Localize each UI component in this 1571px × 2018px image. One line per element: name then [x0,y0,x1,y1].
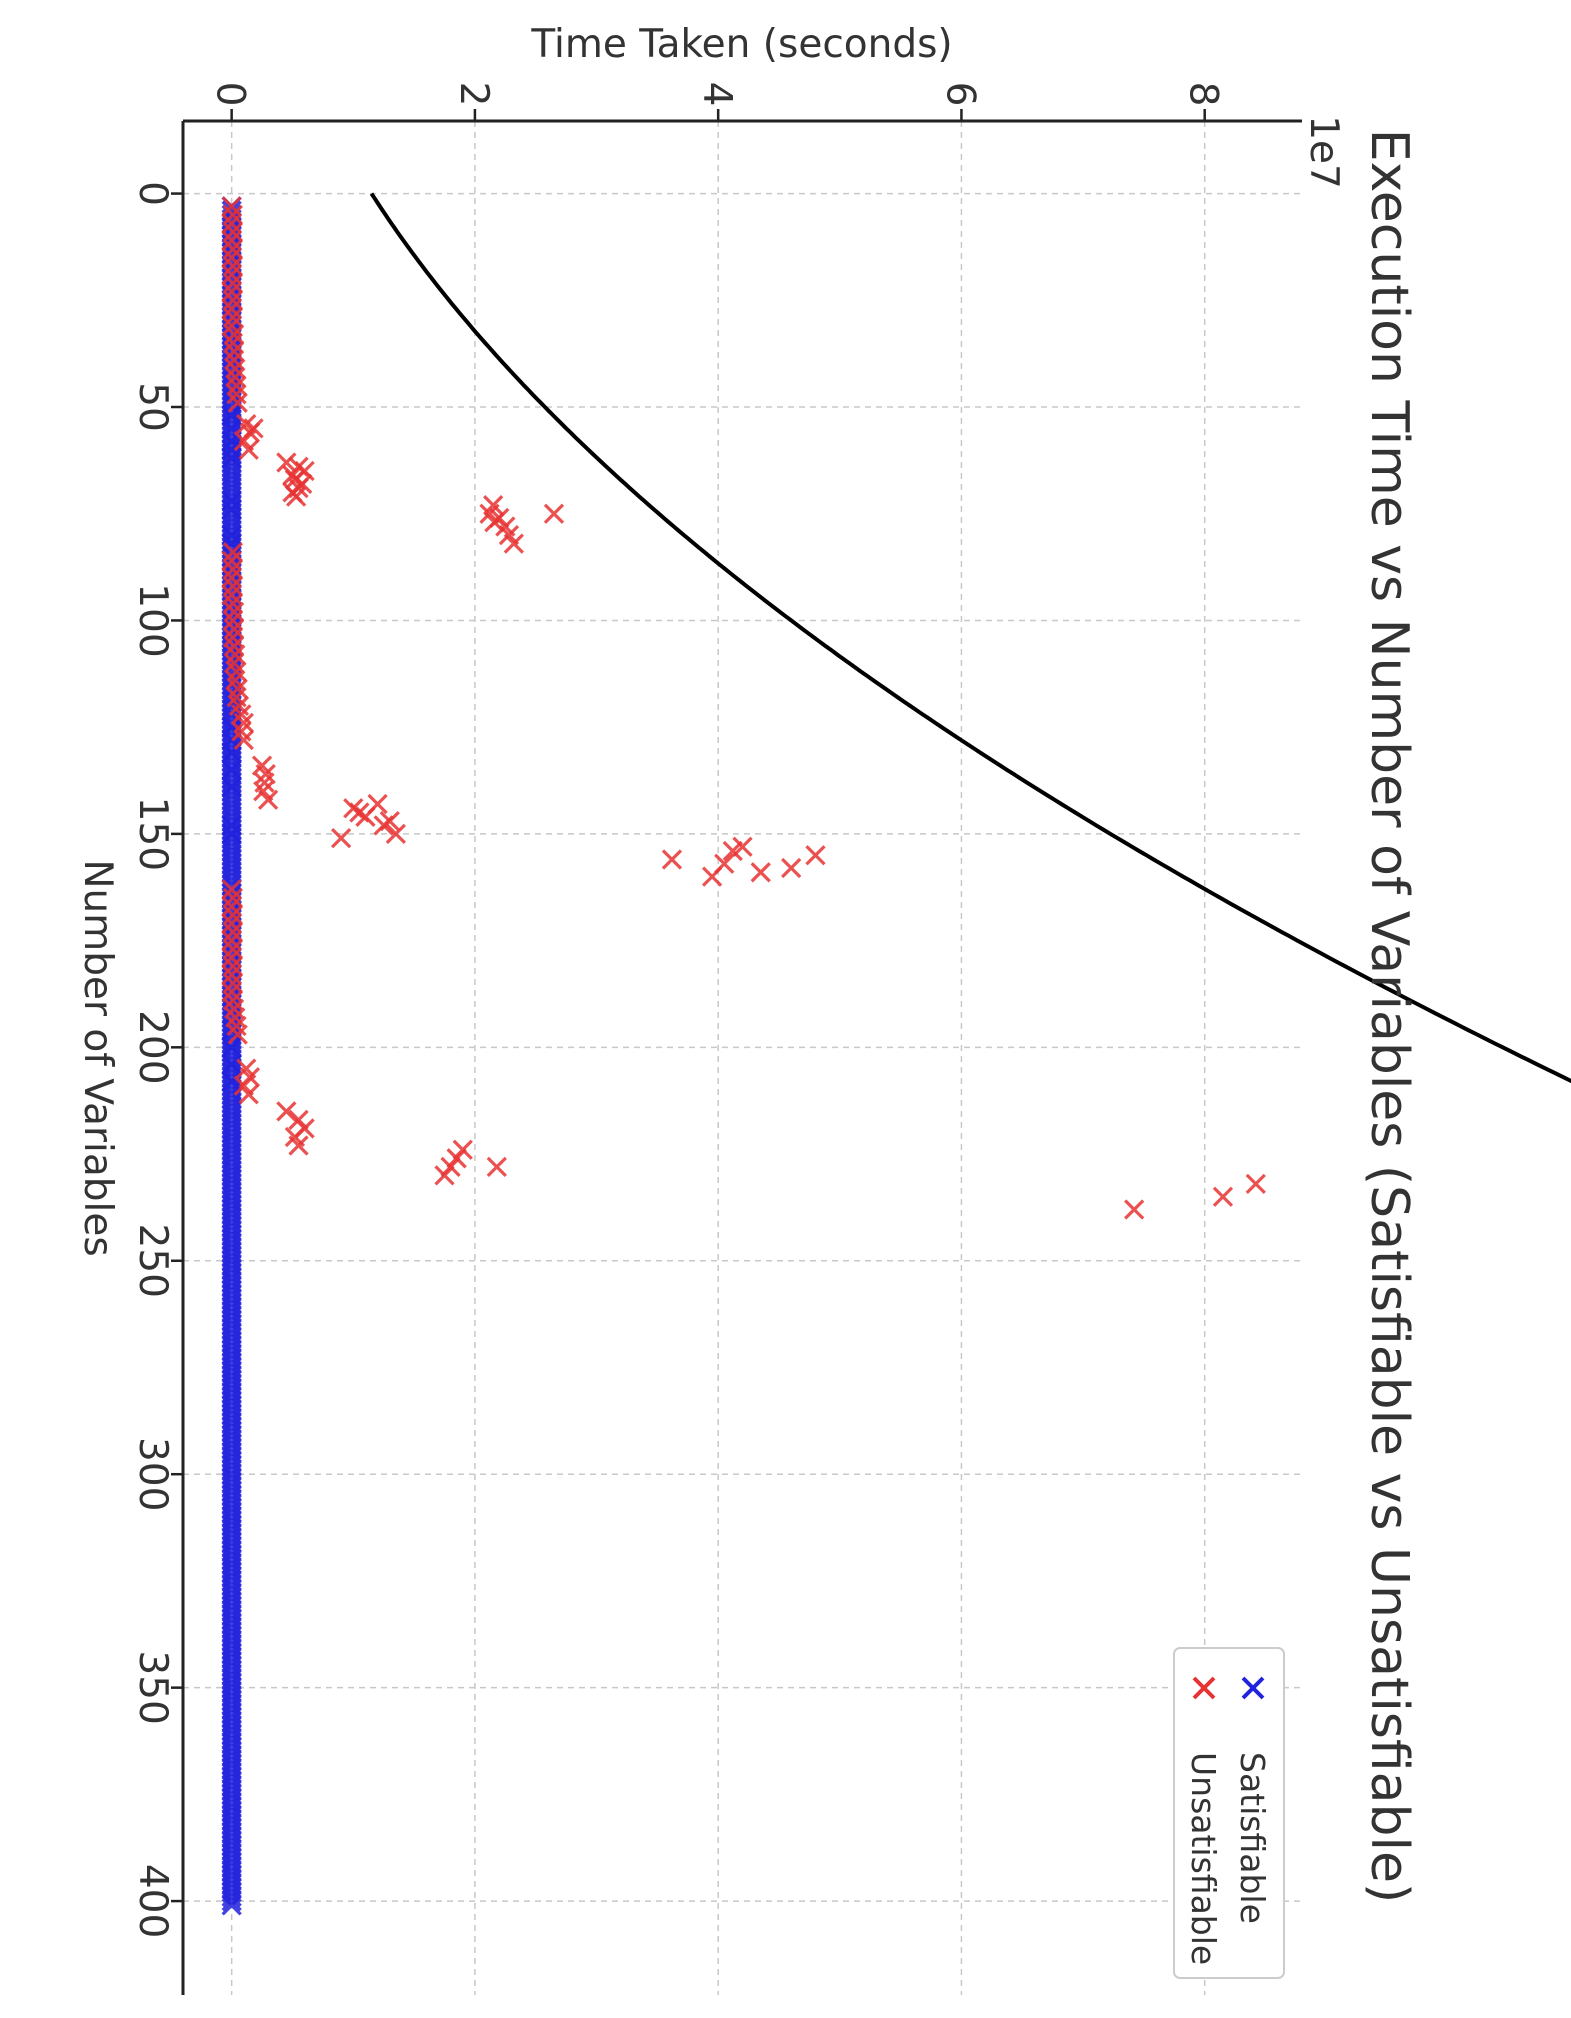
satisfiable-point [221,776,242,798]
x-tick-label: 400 [130,1864,175,1938]
labels-layer: Execution Time vs Number of Variables (S… [75,22,1419,1903]
curve-layer [369,192,1571,1084]
unsatisfiable-point [385,823,406,845]
satisfiable-point [221,439,242,460]
unsatisfiable-point [239,1067,261,1088]
satisfiable-point [221,499,242,520]
legend: Satisfiable Unsatisfiable [1173,1647,1285,1979]
legend-marker-unsatisfiable [1192,1676,1216,1700]
satisfiable-point [221,823,242,845]
satisfiable-point [221,1890,242,1912]
x-tick-label: 200 [130,1010,175,1084]
unsatisfiable-point [1245,1173,1266,1195]
x-tick-label: 250 [130,1224,175,1298]
unsatisfiable-point [486,1156,507,1177]
unsatisfiable-point [373,815,394,836]
y-axis-label: Time Taken (seconds) [530,22,952,67]
unsatisfiable-point [805,845,826,866]
satisfiable-point [221,815,242,836]
unsatisfiable-point [288,1109,309,1131]
y-tick-label: 2 [451,82,496,107]
unsatisfiable-point [750,862,771,883]
unsatisfiable-point [243,418,264,439]
x-tick-label: 0 [130,181,175,206]
satisfiable-point [221,490,242,512]
unsatisfiable-point [701,866,723,887]
unsatisfiable-point [452,1139,473,1160]
satisfiable-point [221,448,242,469]
unsatisfiable-point [781,857,802,879]
unsatisfiable-point [440,1156,461,1177]
satisfiable-point [221,524,242,546]
y-tick-label: 8 [1181,82,1226,107]
grid-layer [183,121,1302,1995]
y-tick-label: 0 [208,82,253,107]
unsatisfiable-point [226,375,247,396]
satisfiable-point [221,1054,242,1075]
unsatisfiable-point [661,849,683,870]
unsatisfiable-point [276,1101,297,1122]
unsatisfiable-point [1124,1199,1145,1220]
points-layer [221,196,1266,1916]
unsatisfiable-point [223,341,245,362]
unsatisfiable-point [238,1084,259,1105]
y-tick-label: 4 [694,82,739,107]
x-tick-label: 300 [130,1437,175,1511]
unsatisfiable-point [285,486,307,507]
satisfiable-point [221,1895,242,1916]
satisfiable-point [221,759,242,780]
unsatisfiable-point [355,806,376,827]
x-tick-label: 350 [130,1650,175,1724]
unsatisfiable-point [227,392,248,413]
x-tick-label: 100 [130,583,175,657]
unsatisfiable-point [722,840,743,862]
unsatisfiable-point [543,503,565,524]
unsatisfiable-point [288,1135,309,1156]
x-tick-label: 150 [130,797,175,871]
unsatisfiable-point [227,1024,248,1045]
unsatisfiable-point [233,729,254,751]
chart-title: Execution Time vs Number of Variables (S… [1359,129,1419,1903]
y-tick-label: 6 [937,82,982,107]
unsatisfiable-point [503,533,524,554]
satisfiable-point [221,1037,242,1058]
x-axis-label: Number of Variables [75,859,120,1256]
axes-layer: 0 50 100 150 200 250 300 350 400 0 2 4 6 8 [130,82,1302,1995]
y-offset-text: 1e7 [1301,115,1346,189]
fit-curve [369,192,1571,1084]
unsatisfiable-point [276,452,297,473]
legend-label-unsatisfiable: Unsatisfiable [1184,1752,1223,1965]
legend-label-satisfiable: Satisfiable [1233,1752,1272,1924]
unsatisfiable-point [434,1165,455,1186]
legend-box [1173,1647,1285,1979]
unsatisfiable-point [258,789,279,810]
legend-marker-satisfiable [1241,1676,1265,1700]
unsatisfiable-point [238,439,259,460]
x-tick-label: 50 [130,382,175,432]
unsatisfiable-point [1212,1186,1234,1207]
unsatisfiable-point [225,358,246,379]
unsatisfiable-point [446,1148,467,1169]
unsatisfiable-point [330,828,352,849]
satisfiable-point [221,1886,242,1907]
